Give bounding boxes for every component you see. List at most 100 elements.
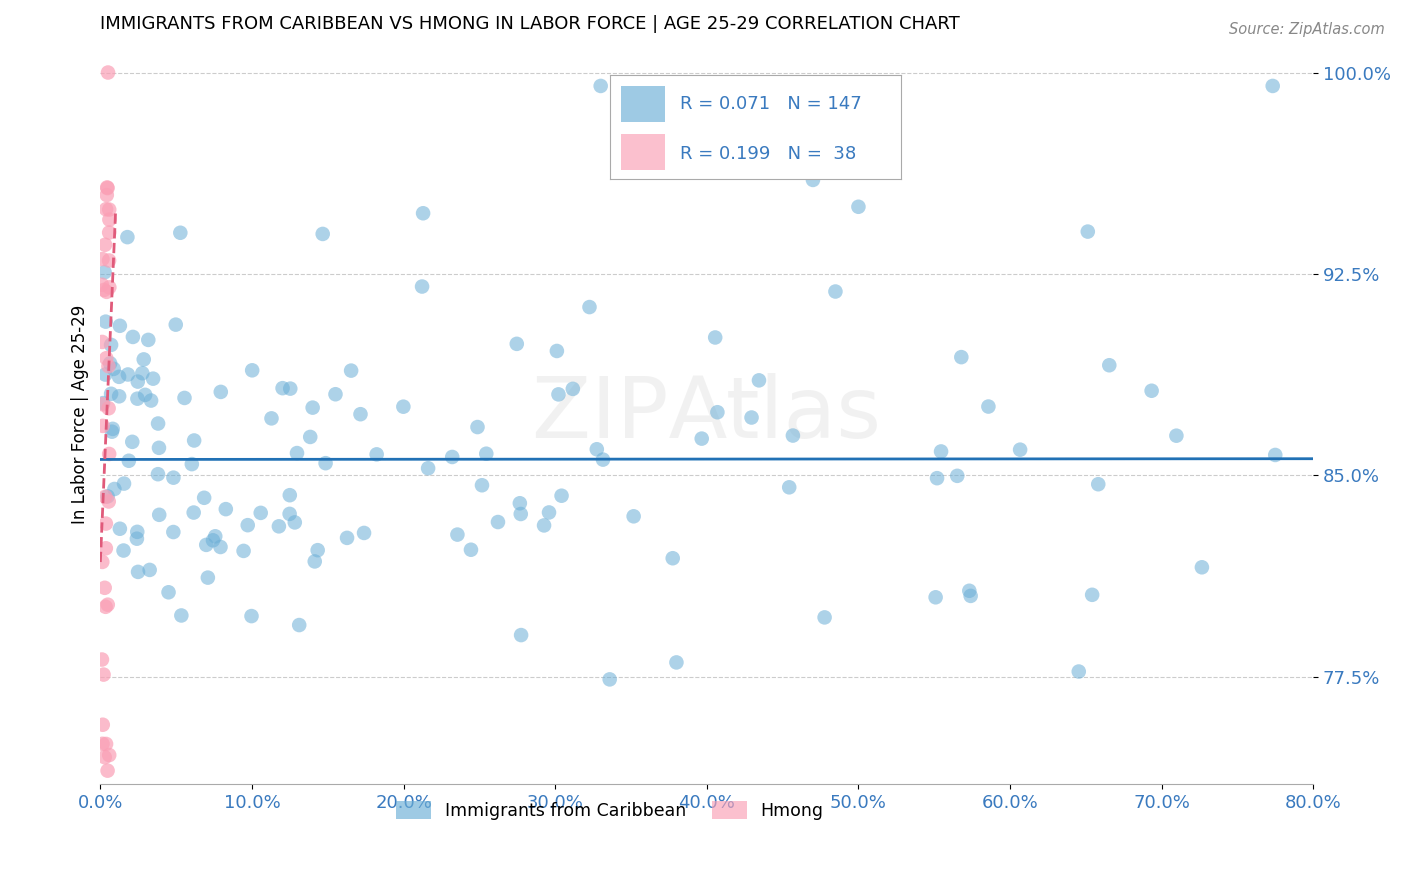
Point (94, 202, 117, 217)
Point (801, 173, 824, 187)
Point (146, 417, 169, 431)
Point (127, 392, 149, 406)
Point (97, 489, 120, 503)
Point (278, 382, 301, 396)
Point (304, 554, 326, 568)
Point (157, 585, 180, 599)
Point (471, 478, 494, 492)
Text: ZIP​Atlas: ZIP​Atlas (533, 374, 882, 457)
Point (1098, 358, 1121, 372)
Point (98, 226, 121, 240)
Point (547, 387, 569, 401)
Point (486, 515, 509, 529)
Point (91, 334, 114, 349)
Point (778, 480, 800, 494)
Point (146, 467, 169, 482)
Point (125, 532, 148, 546)
Point (122, 330, 145, 344)
Point (100, 338, 122, 352)
Point (100, 386, 122, 401)
Point (139, 393, 162, 408)
Point (201, 533, 224, 548)
Point (509, 507, 531, 521)
Point (475, 447, 498, 461)
Point (183, 506, 205, 520)
Point (1135, 830, 1157, 845)
Point (623, 509, 645, 524)
Point (353, 525, 375, 540)
Point (411, 279, 433, 293)
Point (93, 667, 115, 681)
Point (170, 608, 193, 623)
Point (142, 372, 165, 386)
Point (336, 531, 359, 545)
Point (98, 356, 121, 370)
Point (93, 750, 115, 764)
Point (136, 333, 159, 347)
Point (441, 450, 464, 464)
Point (706, 405, 728, 419)
Point (108, 369, 131, 384)
Point (94, 737, 117, 751)
Point (91, 737, 114, 751)
Point (134, 388, 156, 402)
Point (1087, 477, 1109, 491)
Point (94, 541, 117, 556)
Point (97, 598, 120, 612)
Point (315, 456, 337, 470)
Point (1081, 588, 1104, 602)
Point (460, 542, 482, 557)
Point (91, 555, 114, 569)
Point (1067, 665, 1090, 679)
Point (546, 343, 568, 358)
Point (97, 764, 120, 778)
Point (599, 673, 621, 687)
Point (148, 441, 170, 455)
Point (285, 446, 308, 460)
Point (96, 180, 118, 194)
Point (278, 507, 301, 521)
Point (929, 444, 952, 458)
Point (236, 518, 259, 533)
Point (1166, 428, 1188, 442)
Point (240, 609, 263, 624)
Point (96, 285, 118, 299)
Point (412, 206, 434, 220)
Point (537, 506, 560, 520)
Point (169, 226, 191, 240)
Point (193, 491, 215, 505)
Point (94, 490, 117, 504)
Point (415, 803, 437, 817)
Point (165, 318, 187, 332)
Point (127, 375, 149, 389)
Point (101, 422, 124, 436)
Point (173, 391, 195, 405)
Point (91, 397, 114, 411)
Point (977, 400, 1000, 414)
Point (94, 315, 117, 329)
Point (197, 571, 219, 585)
Y-axis label: In Labor Force | Age 25-29: In Labor Force | Age 25-29 (72, 305, 89, 524)
Point (97, 401, 120, 416)
Point (215, 502, 238, 516)
Point (510, 628, 533, 642)
Point (97, 359, 120, 373)
Point (550, 489, 572, 503)
Point (665, 656, 688, 670)
Point (533, 518, 555, 533)
Point (94, 368, 117, 382)
Point (589, 78, 612, 93)
Point (94, 237, 117, 252)
Point (209, 384, 232, 399)
Point (98, 253, 121, 268)
Point (91, 717, 114, 731)
Point (950, 350, 973, 364)
Point (925, 471, 948, 485)
Point (96, 351, 118, 366)
Point (162, 524, 184, 539)
Point (162, 470, 184, 484)
Point (267, 519, 290, 533)
Point (312, 227, 335, 241)
Point (118, 454, 141, 468)
Point (108, 522, 131, 536)
